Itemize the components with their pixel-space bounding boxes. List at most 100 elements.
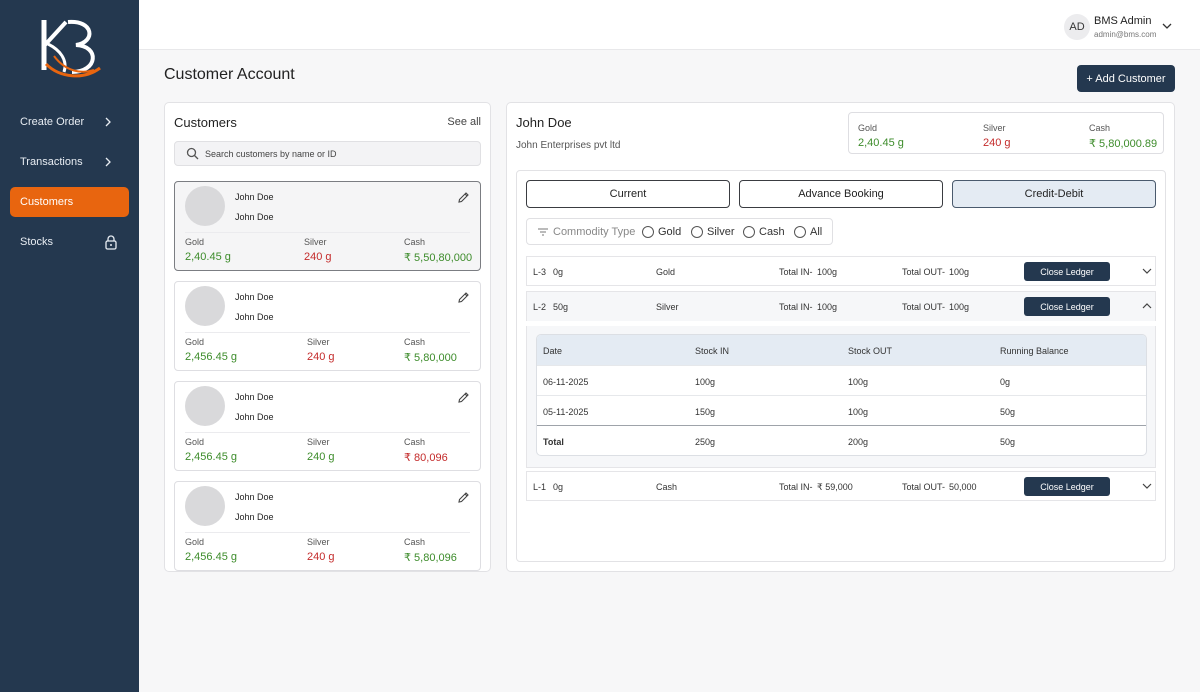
header-stock-out: Stock OUT (848, 346, 893, 356)
customers-panel: Customers See all John Doe John Doe Gold… (164, 102, 491, 572)
total-out-label: Total OUT- (902, 302, 946, 312)
tab-credit-debit[interactable]: Credit-Debit (952, 180, 1156, 208)
customer-avatar (185, 386, 225, 426)
total-out-value: 100g (949, 267, 970, 277)
user-name: BMS Admin (1094, 15, 1152, 27)
chevron-down-icon[interactable] (1142, 267, 1152, 275)
edit-icon[interactable] (457, 391, 470, 404)
customer-card[interactable]: John Doe John Doe Gold Silver Cash 2,456… (174, 281, 481, 371)
cell-stock-in: 150g (695, 407, 716, 417)
header-running-balance: Running Balance (1000, 346, 1069, 356)
ledger-qty: 0g (553, 482, 564, 492)
balance-summary: Gold Silver Cash 2,40.45 g 240 g ₹ 5,80,… (848, 112, 1164, 154)
cash-value: ₹ 5,50,80,000 (404, 252, 473, 264)
total-in-label: Total IN- (779, 302, 813, 312)
sidebar: Create Order Transactions Customers Stoc… (0, 0, 139, 692)
total-out-label: Total OUT- (902, 482, 946, 492)
table-header: Date Stock IN Stock OUT Running Balance (537, 335, 1146, 365)
edit-icon[interactable] (457, 191, 470, 204)
lock-icon (105, 235, 117, 250)
customer-card[interactable]: John Doe John Doe Gold Silver Cash 2,456… (174, 481, 481, 571)
edit-icon[interactable] (457, 291, 470, 304)
total-stock-in: 250g (695, 437, 716, 447)
ledger-section: Current Advance Booking Credit-Debit Com… (516, 170, 1166, 562)
silver-value: 240 g (307, 551, 335, 563)
silver-label: Silver (307, 437, 330, 447)
customer-card[interactable]: John Doe John Doe Gold Silver Cash 2,40.… (174, 181, 481, 271)
table-row: 05-11-2025 150g 100g 50g (537, 395, 1146, 425)
radio-label: All (810, 226, 823, 238)
sidebar-item-customers[interactable]: Customers (10, 187, 129, 217)
gold-value: 2,456.45 g (185, 351, 237, 363)
chevron-down-icon[interactable] (1142, 482, 1152, 490)
avatar[interactable]: AD (1064, 14, 1090, 40)
cash-value: ₹ 5,80,000 (404, 352, 457, 364)
cell-date: 06-11-2025 (543, 377, 589, 387)
radio-circle-icon (743, 226, 755, 238)
user-email: admin@bms.com (1094, 30, 1157, 39)
customer-subname: John Doe (235, 212, 274, 222)
sidebar-item-stocks[interactable]: Stocks (10, 227, 129, 257)
sidebar-item-label: Transactions (20, 156, 83, 168)
divider (185, 532, 470, 533)
total-in-label: Total IN- (779, 267, 813, 277)
silver-label: Silver (304, 237, 327, 247)
gold-label: Gold (185, 537, 205, 547)
sidebar-item-label: Stocks (20, 236, 54, 248)
edit-icon[interactable] (457, 491, 470, 504)
cell-stock-out: 100g (848, 377, 869, 387)
tab-current[interactable]: Current (526, 180, 730, 208)
search-icon (186, 147, 199, 160)
search-input[interactable] (205, 145, 475, 163)
search-box (174, 141, 481, 166)
total-stock-out: 200g (848, 437, 869, 447)
customer-subname: John Doe (235, 512, 274, 522)
cash-value: ₹ 5,80,000.89 (1089, 138, 1158, 150)
radio-gold[interactable]: Gold (642, 226, 681, 238)
total-out-value: 50,000 (949, 482, 977, 492)
page-title: Customer Account (164, 66, 295, 83)
total-out-value: 100g (949, 302, 970, 312)
filter-label: Commodity Type (553, 226, 636, 238)
customer-avatar (185, 186, 225, 226)
ledger-qty: 50g (553, 302, 569, 312)
sidebar-item-label: Create Order (20, 116, 85, 128)
radio-cash[interactable]: Cash (743, 226, 785, 238)
silver-label: Silver (307, 537, 330, 547)
ledger-row-expanded[interactable]: L-2 50g Silver Total IN- 100g Total OUT-… (526, 291, 1156, 321)
silver-value: 240 g (983, 137, 1011, 149)
top-bar: AD BMS Admin admin@bms.com (139, 0, 1200, 50)
table-row: 06-11-2025 100g 100g 0g (537, 365, 1146, 395)
tab-advance-booking[interactable]: Advance Booking (739, 180, 943, 208)
divider (185, 432, 470, 433)
close-ledger-button[interactable]: Close Ledger (1024, 477, 1110, 496)
chevron-down-icon[interactable] (1161, 21, 1173, 31)
gold-value: 2,40.45 g (185, 251, 231, 263)
silver-label: Silver (983, 123, 1006, 133)
customer-subname: John Doe (235, 412, 274, 422)
ledger-row[interactable]: L-1 0g Cash Total IN- ₹ 59,000 Total OUT… (526, 471, 1156, 501)
gold-label: Gold (185, 437, 205, 447)
cash-label: Cash (404, 337, 426, 347)
ledger-commodity: Cash (656, 482, 678, 492)
chevron-up-icon[interactable] (1142, 302, 1152, 310)
radio-label: Cash (759, 226, 785, 238)
radio-all[interactable]: All (794, 226, 822, 238)
ledger-row[interactable]: L-3 0g Gold Total IN- 100g Total OUT- 10… (526, 256, 1156, 286)
close-ledger-button[interactable]: Close Ledger (1024, 262, 1110, 281)
radio-silver[interactable]: Silver (691, 226, 735, 238)
detail-company-name: John Enterprises pvt ltd (516, 140, 621, 151)
total-in-value: ₹ 59,000 (817, 482, 853, 492)
sidebar-item-create-order[interactable]: Create Order (10, 107, 129, 137)
sidebar-item-transactions[interactable]: Transactions (10, 147, 129, 177)
total-in-value: 100g (817, 302, 838, 312)
see-all-link[interactable]: See all (447, 116, 481, 128)
add-customer-button[interactable]: + Add Customer (1077, 65, 1175, 92)
customer-card[interactable]: John Doe John Doe Gold Silver Cash 2,456… (174, 381, 481, 471)
radio-circle-icon (691, 226, 703, 238)
gold-label: Gold (185, 337, 205, 347)
gold-label: Gold (185, 237, 205, 247)
close-ledger-button[interactable]: Close Ledger (1024, 297, 1110, 316)
total-label: Total (543, 437, 564, 447)
total-in-label: Total IN- (779, 482, 813, 492)
